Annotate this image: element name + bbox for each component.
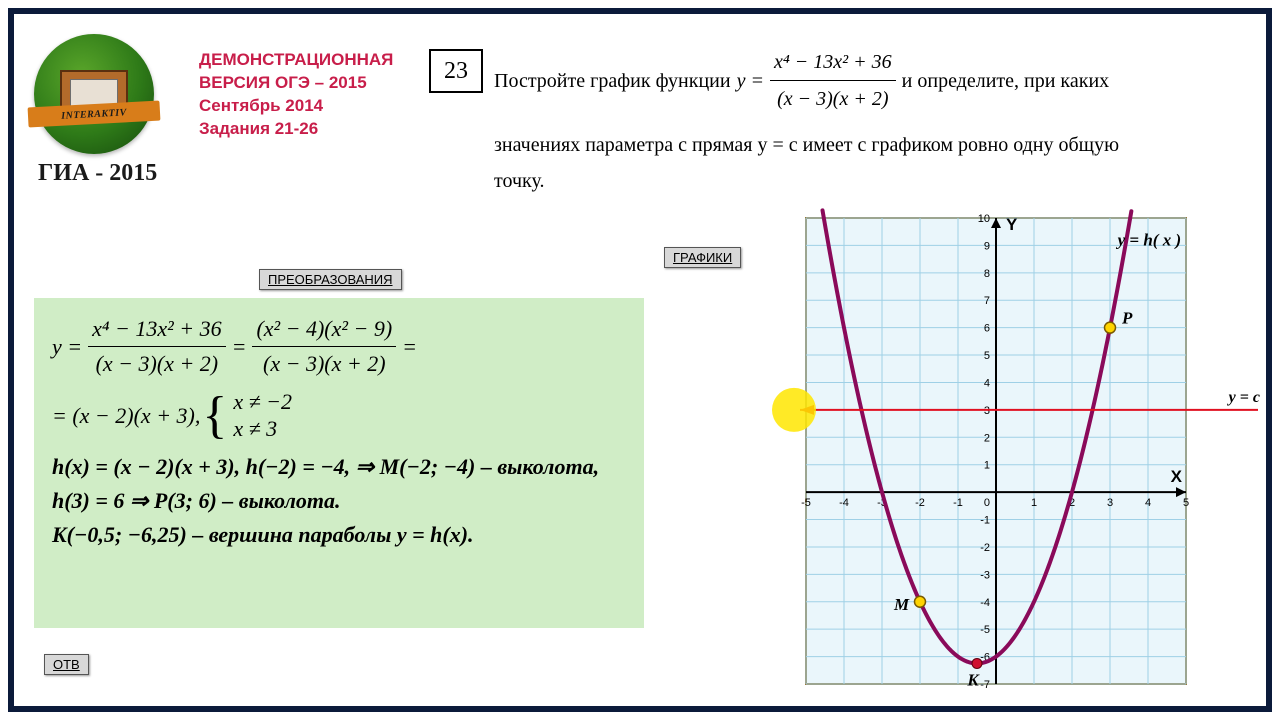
svg-text:-3: -3 — [980, 569, 990, 581]
svg-text:X: X — [1171, 467, 1183, 486]
chart: -5-4-3-2-112345-7-6-5-4-3-2-112345678910… — [764, 204, 1264, 704]
problem-statement: Постройте график функции y = x⁴ − 13x² +… — [494, 44, 1246, 199]
svg-text:-1: -1 — [980, 515, 990, 527]
work-cond2: x ≠ 3 — [233, 416, 292, 442]
svg-text:5: 5 — [1183, 497, 1189, 509]
page-frame: INTERAKTIV ГИА - 2015 ДЕМОНСТРАЦИОННАЯ В… — [8, 8, 1272, 712]
work-eq-tail: = — [402, 330, 417, 364]
svg-text:5: 5 — [984, 350, 990, 362]
problem-lede: Постройте график функции — [494, 63, 731, 99]
svg-text:-5: -5 — [980, 624, 990, 636]
work-factored: = (x − 2)(x + 3), — [52, 399, 200, 433]
header-line1: ДЕМОНСТРАЦИОННАЯ — [199, 49, 393, 72]
svg-text:-2: -2 — [980, 542, 990, 554]
svg-text:Y: Y — [1006, 215, 1018, 234]
svg-text:K: K — [966, 670, 980, 689]
svg-text:1: 1 — [984, 460, 990, 472]
problem-fraction: x⁴ − 13x² + 36 (x − 3)(x + 2) — [770, 44, 896, 117]
answer-button[interactable]: ОТВ — [44, 654, 89, 675]
logo-banner: INTERAKTIV — [28, 101, 161, 128]
svg-text:-5: -5 — [801, 497, 811, 509]
work-line5: K(−0,5; −6,25) – вершина параболы y = h(… — [52, 518, 626, 552]
header-text: ДЕМОНСТРАЦИОННАЯ ВЕРСИЯ ОГЭ – 2015 Сентя… — [199, 49, 393, 141]
work-num1: x⁴ − 13x² + 36 — [88, 312, 225, 347]
work-line3: h(x) = (x − 2)(x + 3), h(−2) = −4, ⇒ M(−… — [52, 450, 626, 484]
work-frac2: (x² − 4)(x² − 9) (x − 3)(x + 2) — [252, 312, 396, 381]
svg-text:0: 0 — [984, 497, 990, 509]
logo-circle: INTERAKTIV — [34, 34, 154, 154]
svg-text:-2: -2 — [915, 497, 925, 509]
svg-text:y = c: y = c — [1227, 389, 1260, 406]
work-den1: (x − 3)(x + 2) — [92, 347, 223, 381]
question-number: 23 — [429, 49, 483, 93]
graphs-button[interactable]: ГРАФИКИ — [664, 247, 741, 268]
svg-text:y = h( x ): y = h( x ) — [1116, 230, 1182, 249]
problem-denominator: (x − 3)(x + 2) — [773, 81, 892, 117]
svg-text:4: 4 — [1145, 497, 1151, 509]
svg-text:9: 9 — [984, 240, 990, 252]
problem-y: y = — [737, 63, 764, 99]
problem-line3: точку. — [494, 163, 1246, 199]
work-den2: (x − 3)(x + 2) — [259, 347, 390, 381]
svg-text:P: P — [1121, 309, 1133, 328]
svg-text:4: 4 — [984, 377, 990, 389]
header-line2: ВЕРСИЯ ОГЭ – 2015 — [199, 72, 393, 95]
problem-numerator: x⁴ − 13x² + 36 — [770, 44, 896, 81]
problem-after: и определите, при каких — [902, 63, 1110, 99]
svg-text:3: 3 — [1107, 497, 1113, 509]
svg-text:-4: -4 — [839, 497, 849, 509]
brace-icon: { — [202, 395, 227, 437]
chart-svg: -5-4-3-2-112345-7-6-5-4-3-2-112345678910… — [764, 204, 1264, 704]
work-cond1: x ≠ −2 — [233, 389, 292, 415]
svg-text:6: 6 — [984, 323, 990, 335]
svg-text:M: M — [893, 595, 910, 614]
work-num2: (x² − 4)(x² − 9) — [252, 312, 396, 347]
svg-text:7: 7 — [984, 295, 990, 307]
svg-text:10: 10 — [978, 213, 990, 225]
work-frac1: x⁴ − 13x² + 36 (x − 3)(x + 2) — [88, 312, 225, 381]
svg-text:-1: -1 — [953, 497, 963, 509]
transformations-button[interactable]: ПРЕОБРАЗОВАНИЯ — [259, 269, 402, 290]
svg-text:-7: -7 — [980, 679, 990, 691]
work-line4: h(3) = 6 ⇒ P(3; 6) – выколота. — [52, 484, 626, 518]
header-line3: Сентябрь 2014 — [199, 95, 393, 118]
problem-line2: значениях параметра c прямая y = c имеет… — [494, 127, 1246, 163]
work-line1: y = x⁴ − 13x² + 36 (x − 3)(x + 2) = (x² … — [52, 312, 626, 381]
header-line4: Задания 21-26 — [199, 118, 393, 141]
work-line2: = (x − 2)(x + 3), { x ≠ −2 x ≠ 3 — [52, 389, 626, 442]
gia-label: ГИА - 2015 — [34, 160, 234, 187]
svg-text:1: 1 — [1031, 497, 1037, 509]
svg-text:-4: -4 — [980, 597, 990, 609]
svg-text:8: 8 — [984, 268, 990, 280]
svg-text:2: 2 — [984, 432, 990, 444]
work-panel: y = x⁴ − 13x² + 36 (x − 3)(x + 2) = (x² … — [34, 298, 644, 628]
work-y: y = — [52, 330, 82, 364]
work-eq-mid: = — [232, 330, 247, 364]
